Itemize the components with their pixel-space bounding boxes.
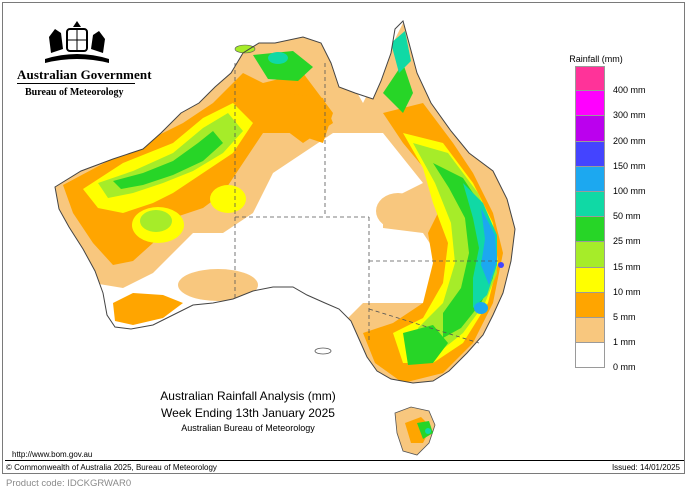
issued-date: Issued: 14/01/2025: [611, 463, 680, 472]
legend-swatch: [575, 267, 605, 293]
copyright-text: © Commonwealth of Australia 2025, Bureau…: [6, 463, 217, 472]
legend-swatch: [575, 191, 605, 218]
source-url: http://www.bom.gov.au: [12, 450, 93, 459]
government-name: Australian Government: [17, 67, 152, 82]
legend-swatch: [575, 141, 605, 167]
legend-title: Rainfall (mm): [569, 54, 623, 64]
legend-swatch: [575, 217, 605, 243]
legend-label: 25 mm: [613, 236, 641, 247]
product-code: Product code: IDCKGRWAR0: [6, 478, 132, 489]
header-divider: [17, 83, 135, 84]
legend-label: 200 mm: [613, 135, 646, 146]
legend-label: 400 mm: [613, 85, 646, 96]
agency-name: Bureau of Meteorology: [25, 87, 124, 98]
legend-label: 5 mm: [613, 312, 636, 322]
legend-swatch: [575, 292, 605, 318]
legend-label: 15 mm: [613, 261, 641, 272]
legend-swatch: [575, 116, 605, 142]
legend-label: 1 mm: [613, 337, 636, 348]
legend-scale: [575, 66, 605, 369]
legend-swatch: [575, 66, 605, 92]
legend-swatch: [575, 317, 605, 344]
state-borders: [234, 63, 498, 344]
map-source: Australian Bureau of Meteorology: [181, 423, 315, 433]
map-title: Australian Rainfall Analysis (mm): [160, 389, 336, 403]
legend-swatch: [575, 91, 605, 117]
legend-label: 100 mm: [613, 186, 646, 196]
mainland-coastline: [54, 20, 516, 384]
rainfall-fills: [55, 23, 515, 383]
rainfall-map: [54, 20, 516, 456]
map-frame: Australian Government Bureau of Meteorol…: [2, 2, 685, 474]
legend-label: 150 mm: [613, 160, 646, 171]
legend-swatch: [575, 343, 605, 369]
footer-divider: [5, 460, 684, 461]
coat-of-arms-logo: [45, 21, 109, 63]
legend-label: 300 mm: [613, 110, 646, 121]
legend-swatch: [575, 242, 605, 268]
legend-swatch: [575, 166, 605, 192]
map-period: Week Ending 13th January 2025: [161, 406, 335, 420]
legend-label: 0 mm: [613, 362, 636, 373]
legend-label: 10 mm: [613, 286, 641, 297]
legend-label: 50 mm: [613, 211, 641, 222]
